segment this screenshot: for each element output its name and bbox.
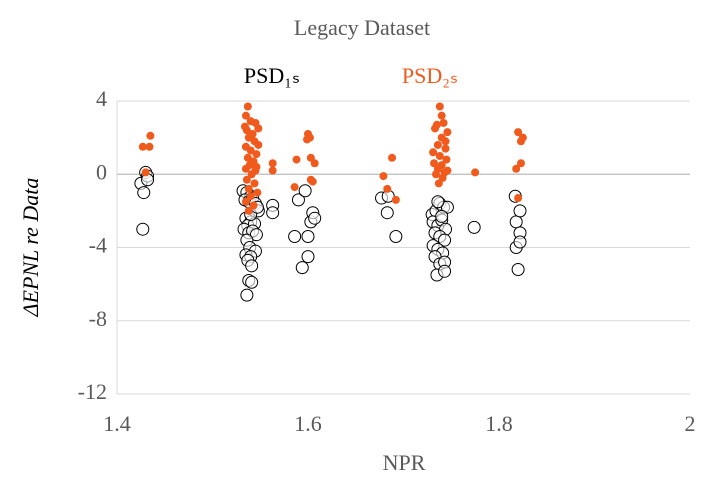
data-point [308,177,317,186]
data-point [298,184,312,198]
data-point [254,124,263,133]
x-tick-label: 1.6 [294,411,322,436]
legend-entry: PSD₂ₛ [402,63,458,88]
data-point [254,140,263,149]
data-point [513,204,527,218]
data-point [268,166,277,175]
data-point [438,264,452,278]
data-point [388,153,397,162]
data-point [252,150,261,159]
data-point [438,233,452,247]
data-point [301,230,315,244]
data-point [441,137,450,146]
x-tick-label: 1.8 [485,411,513,436]
data-point [243,153,252,162]
data-point [308,211,322,225]
x-tick-label: 1.4 [103,411,131,436]
y-tick-label: 0 [96,159,107,184]
data-point [443,166,452,175]
data-point [429,148,438,157]
x-tick-label: 2 [685,411,696,436]
data-point [435,209,449,223]
data-point [441,144,450,153]
data-point [245,259,259,273]
x-axis-label: NPR [383,450,426,475]
data-point [250,179,259,188]
y-tick-label: 4 [96,86,107,111]
data-point [511,262,525,276]
data-point [242,175,251,184]
data-point [305,133,314,142]
data-point [141,168,150,177]
data-point [291,193,305,207]
data-point [383,184,392,193]
data-point [249,228,263,242]
data-point [240,288,254,302]
data-point [266,206,280,220]
data-point [513,235,527,249]
y-tick-label: -12 [78,379,107,404]
data-point [244,184,253,193]
data-point [439,118,448,127]
data-point [241,164,250,173]
data-point [431,170,440,179]
data-point [391,195,400,204]
data-point [301,250,315,264]
data-point [471,168,480,177]
data-point [136,222,150,236]
data-point [295,261,309,275]
data-point [435,102,444,111]
data-point [137,186,151,200]
data-point [435,151,444,160]
data-point [246,146,255,155]
data-point [292,155,301,164]
data-point [268,159,277,168]
data-point [443,128,452,137]
data-point [433,140,442,149]
data-point [246,192,255,201]
data-point [516,159,525,168]
data-point [440,200,454,214]
data-point [431,195,445,209]
data-point [241,197,250,206]
data-point [249,201,258,210]
data-point [310,159,319,168]
data-point [240,122,249,131]
data-point [437,111,446,120]
data-point [389,230,403,244]
data-point [146,131,155,140]
data-point [241,111,250,120]
data-point [253,188,262,197]
y-tick-label: -4 [89,233,107,258]
data-point [512,164,521,173]
data-point [247,170,256,179]
data-point [514,194,523,203]
legend-entry: PSD₁ₛ [244,63,300,88]
y-axis-label: ΔEPNL re Data [18,178,43,318]
data-point [290,183,299,192]
data-point [243,102,252,111]
data-point [434,179,443,188]
data-point [380,206,394,220]
data-point [379,172,388,181]
data-point [431,124,440,133]
data-point [467,220,481,234]
data-point [138,142,147,151]
data-point [509,215,523,229]
y-tick-label: -8 [89,306,107,331]
data-point [145,142,154,151]
chart-title: Legacy Dataset [294,15,430,40]
data-point [252,162,261,171]
data-point [288,230,302,244]
data-point [245,275,259,289]
data-point [244,133,253,142]
data-point [516,137,525,146]
data-point [514,128,523,137]
data-point [244,206,253,215]
data-point [442,155,451,164]
